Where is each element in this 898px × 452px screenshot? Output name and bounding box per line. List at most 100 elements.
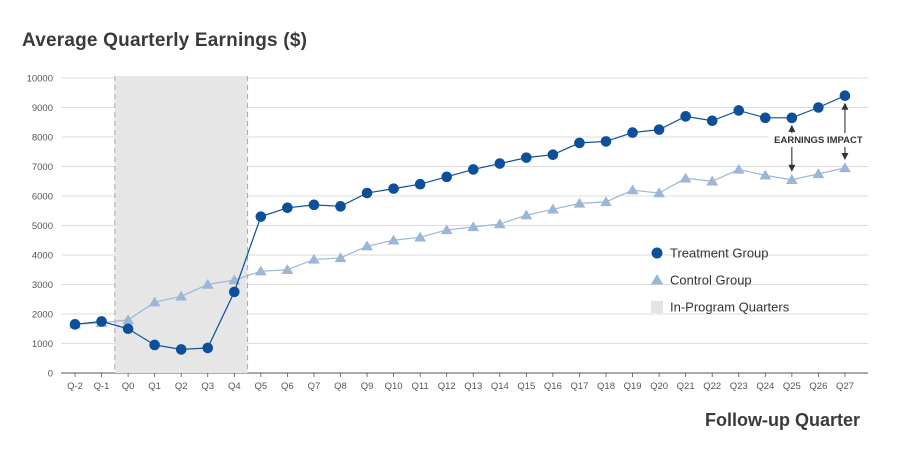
control-point (493, 218, 506, 229)
control-point (281, 264, 294, 274)
treatment-point (521, 152, 532, 163)
control-point (573, 197, 586, 208)
control-point (520, 209, 533, 220)
y-axis-ticks: 0 1000 2000 3000 4000 5000 6000 7000 8000 9000 100… (27, 74, 53, 380)
x-tick-label: Q5 (255, 381, 268, 392)
y-tick-label: 0 (48, 369, 53, 380)
x-tick-label: Q17 (570, 381, 588, 392)
x-axis-label: Follow-up Quarter (705, 410, 860, 430)
x-tick-label: Q14 (491, 381, 509, 392)
treatment-point (388, 183, 399, 194)
legend-treatment-label: Treatment Group (670, 246, 769, 261)
treatment-point (282, 202, 293, 214)
treatment-point (414, 178, 426, 190)
x-tick-label: Q-1 (94, 381, 110, 392)
x-tick-label: Q4 (228, 381, 241, 392)
x-tick-label: Q6 (281, 381, 294, 392)
x-tick-label: Q22 (703, 381, 721, 392)
treatment-point (255, 211, 267, 222)
x-tick-label: Q2 (175, 381, 188, 392)
legend: Treatment Group Control Group In-Program Q… (650, 246, 790, 315)
control-point (706, 175, 719, 186)
x-tick-label: Q3 (201, 381, 214, 392)
control-point (175, 290, 188, 301)
y-tick-label: 4000 (32, 251, 53, 262)
annotation-layer: EARNINGS IMPACT (768, 102, 869, 172)
treatment-point (308, 199, 320, 211)
x-tick-label: Q23 (730, 381, 748, 392)
legend-treatment-marker (651, 247, 663, 259)
x-tick-label: Q11 (412, 381, 429, 392)
control-point (839, 162, 851, 173)
control-point (467, 221, 480, 232)
y-tick-label: 1000 (32, 339, 53, 350)
control-point (440, 224, 453, 235)
control-point (600, 196, 612, 207)
treatment-point (786, 112, 798, 124)
x-tick-label: Q13 (464, 381, 482, 392)
impact-arrowhead-up-2 (841, 102, 849, 110)
y-tick-label: 9000 (32, 103, 53, 114)
control-point (785, 174, 798, 184)
control-point (732, 163, 745, 174)
control-point (414, 231, 427, 242)
treatment-point (547, 149, 559, 160)
shade-layer (114, 76, 249, 373)
treatment-point (813, 102, 824, 113)
x-tick-label: Q-2 (67, 381, 83, 392)
treatment-point (760, 112, 771, 124)
legend-region-marker (651, 301, 663, 313)
control-point (334, 252, 347, 263)
treatment-point (574, 137, 585, 149)
x-tick-label: Q7 (308, 381, 321, 392)
x-tick-label: Q0 (122, 381, 135, 392)
y-tick-label: 7000 (32, 162, 53, 173)
impact-label: EARNINGS IMPACT (774, 135, 863, 146)
treatment-point (202, 342, 214, 354)
treatment-point (441, 171, 453, 183)
treatment-point (175, 344, 187, 355)
x-tick-label: Q1 (148, 381, 161, 392)
x-tick-label: Q9 (361, 381, 374, 392)
control-point (308, 253, 320, 264)
treatment-point (229, 286, 240, 298)
control-point (122, 314, 134, 325)
x-tick-label: Q24 (756, 381, 774, 392)
control-point (679, 172, 692, 183)
impact-arrowhead-up-1 (788, 124, 796, 132)
y-tick-label: 3000 (32, 280, 53, 291)
y-tick-label: 2000 (32, 310, 53, 321)
treatment-point (653, 124, 665, 135)
treatment-point (839, 90, 851, 101)
x-axis-ticks: Q-2 Q-1 Q0 Q1 Q2 Q3 Q4 Q5 Q6 Q7 Q8 Q9 Q10 Q11 Q12 Q13 Q1… (67, 373, 854, 392)
x-tick-label: Q27 (836, 381, 854, 392)
control-point (626, 184, 639, 195)
in-program-region (114, 76, 248, 373)
y-tick-label: 8000 (32, 133, 53, 144)
treatment-point (494, 158, 506, 169)
x-tick-label: Q8 (334, 381, 347, 392)
control-point (148, 296, 161, 307)
impact-arrowhead-down-2 (841, 152, 849, 160)
treatment-point (122, 323, 134, 335)
x-tick-label: Q25 (783, 381, 801, 392)
control-point (387, 234, 400, 245)
legend-control-marker (650, 274, 664, 285)
treatment-point (706, 115, 718, 127)
x-tick-label: Q26 (809, 381, 827, 392)
treatment-point (680, 111, 691, 122)
treatment-point (361, 187, 373, 199)
x-tick-label: Q20 (650, 381, 668, 392)
y-tick-label: 6000 (32, 192, 53, 203)
control-point (653, 187, 665, 198)
control-point (812, 168, 825, 179)
treatment-point (733, 105, 745, 116)
x-tick-label: Q10 (385, 381, 403, 392)
impact-label-bg (768, 133, 869, 146)
x-tick-label: Q12 (438, 381, 456, 392)
chart-title: Average Quarterly Earnings ($) (22, 30, 308, 51)
x-tick-label: Q16 (544, 381, 562, 392)
treatment-point (600, 136, 612, 147)
control-point (361, 240, 373, 251)
